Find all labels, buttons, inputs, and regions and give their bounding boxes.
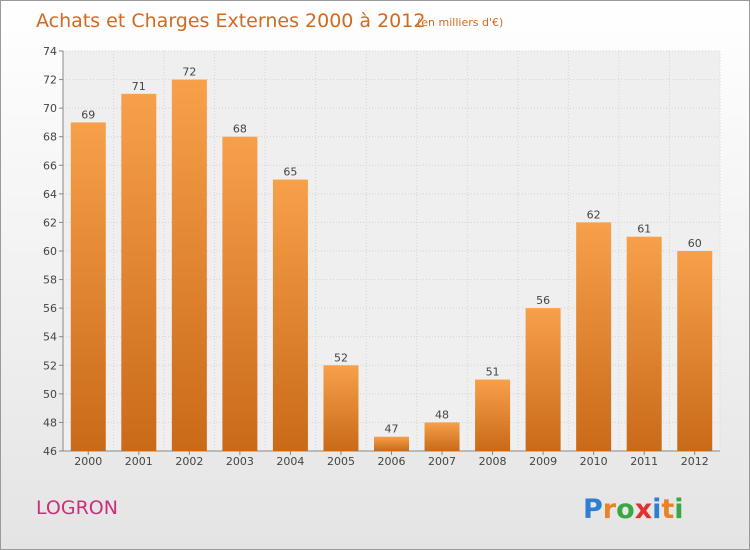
y-tick-label: 60: [43, 245, 57, 258]
x-tick-label: 2001: [125, 455, 153, 468]
chart-title: Achats et Charges Externes 2000 à 2012: [36, 10, 425, 32]
x-tick-label: 2006: [378, 455, 406, 468]
x-tick-label: 2003: [226, 455, 254, 468]
y-tick-label: 70: [43, 102, 57, 115]
bar-2008: [475, 379, 511, 451]
y-tick-label: 62: [43, 216, 57, 229]
bar-2011: [626, 236, 662, 451]
bar-2002: [171, 79, 207, 452]
data-label: 68: [233, 123, 247, 136]
x-tick-label: 2011: [630, 455, 658, 468]
data-label: 69: [81, 108, 95, 121]
gridlines: [62, 50, 721, 452]
x-tick-label: 2012: [681, 455, 709, 468]
data-label: 65: [283, 166, 297, 179]
axes: 46 48 50 52 54 56 58 60 62 64 66 68 70 72 74 2000 2001 20…: [43, 45, 720, 468]
place-name: LOGRON: [36, 497, 118, 519]
bar-2007: [424, 422, 460, 451]
brand-letter: P: [583, 494, 603, 525]
data-label: 72: [182, 66, 196, 79]
x-tick-label: 2002: [175, 455, 203, 468]
data-label: 56: [536, 294, 550, 307]
data-label: 47: [385, 423, 399, 436]
y-tick-label: 50: [43, 388, 57, 401]
y-tick-label: 74: [43, 45, 57, 58]
chart-subtitle: (en milliers d'€): [417, 16, 503, 29]
y-tick-label: 48: [43, 416, 57, 429]
y-tick-label: 72: [43, 74, 57, 87]
bar-2010: [576, 222, 612, 451]
brand-letter: i: [652, 494, 661, 525]
x-tick-label: 2009: [529, 455, 557, 468]
bar-2009: [525, 308, 561, 451]
bar-2003: [222, 136, 258, 451]
x-tick-label: 2010: [580, 455, 608, 468]
brand-letter: x: [635, 494, 652, 525]
y-tick-label: 66: [43, 159, 57, 172]
y-tick-label: 58: [43, 274, 57, 287]
x-tick-label: 2008: [479, 455, 507, 468]
x-tick-label: 2005: [327, 455, 355, 468]
data-label: 51: [486, 366, 500, 379]
y-tick-label: 68: [43, 131, 57, 144]
x-tick-label: 2000: [74, 455, 102, 468]
data-labels: 69 71 72 68 65 52 47 48 51 56 62 61 60: [81, 66, 701, 436]
data-label: 48: [435, 408, 449, 421]
data-label: 52: [334, 351, 348, 364]
bar-2006: [374, 436, 409, 451]
brand-logo: Proxiti: [583, 494, 684, 525]
y-tick-label: 46: [43, 445, 57, 458]
data-label: 60: [688, 237, 702, 250]
brand-letter: t: [661, 494, 674, 525]
y-tick-label: 64: [43, 188, 57, 201]
data-label: 62: [587, 208, 601, 221]
bar-2005: [323, 365, 359, 451]
bars: [70, 79, 713, 452]
brand-letter: i: [674, 494, 683, 525]
brand-letter: r: [603, 494, 617, 525]
bar-2012: [677, 251, 713, 451]
bar-2004: [272, 179, 308, 452]
data-label: 71: [132, 80, 146, 93]
y-tick-label: 56: [43, 302, 57, 315]
bar-2001: [121, 93, 157, 451]
bar-2000: [70, 122, 106, 451]
x-tick-label: 2004: [276, 455, 304, 468]
brand-letter: o: [616, 494, 635, 525]
y-tick-label: 54: [43, 331, 57, 344]
y-tick-label: 52: [43, 359, 57, 372]
data-label: 61: [637, 223, 651, 236]
x-tick-label: 2007: [428, 455, 456, 468]
